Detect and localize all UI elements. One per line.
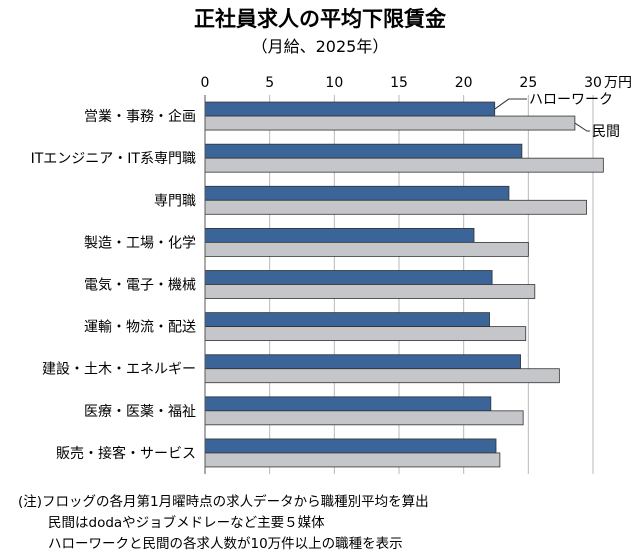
category-label: 営業・事務・企画: [84, 108, 196, 125]
bar-private: [204, 452, 501, 468]
x-tick-label: 5: [265, 75, 274, 91]
x-tick-label: 0: [201, 75, 210, 91]
bar-hellowork: [204, 312, 490, 328]
chart-subtitle: （月給、2025年）: [252, 37, 389, 56]
category-label: 建設・土木・エネルギー: [42, 362, 196, 378]
x-tick-label: 10: [325, 75, 343, 91]
bar-private: [204, 326, 527, 342]
note-line-1: (注)フロッグの各月第1月曜時点の求人データから職種別平均を算出: [18, 493, 429, 510]
legend-label-private: 民間: [592, 124, 620, 140]
legend-leader-private: [574, 122, 590, 132]
category-label: 運輸・物流・配送: [84, 320, 196, 336]
category-labels: 営業・事務・企画 ITエンジニア・IT系専門職専門職製造・工場・化学電気・電子・機…: [31, 108, 196, 462]
x-tick-label: 20: [455, 75, 473, 91]
bar-hellowork: [204, 227, 475, 243]
bars: [204, 101, 604, 468]
bar-hellowork: [204, 438, 497, 454]
bar-private: [204, 241, 529, 257]
bar-private: [204, 157, 604, 173]
bar-hellowork: [204, 270, 493, 285]
category-label: ITエンジニア・IT系専門職: [31, 151, 196, 167]
bar-private: [204, 410, 524, 426]
chart-title: 正社員求人の平均下限賃金: [194, 7, 447, 31]
bar-hellowork: [204, 354, 521, 370]
bar-hellowork: [204, 101, 496, 117]
note-line-3: ハローワークと民間の各求人数が10万件以上の職種を表示: [48, 536, 403, 552]
category-label: 販売・接客・サービス: [56, 445, 196, 462]
x-tick-label: 25: [519, 75, 537, 91]
category-label: 製造・工場・化学: [84, 235, 196, 251]
legend-label-hellowork: ハローワーク: [529, 92, 613, 108]
bar-hellowork: [204, 143, 523, 159]
bar-hellowork: [204, 396, 492, 412]
bar-private: [204, 368, 560, 384]
x-tick-label: 15: [390, 75, 408, 91]
note-line-2: 民間はdodaやジョブメドレーなど主要５媒体: [48, 514, 325, 531]
bar-hellowork: [204, 185, 510, 201]
x-tick-label: 30: [584, 75, 602, 91]
legend-leader-hellowork: [494, 98, 527, 110]
unit-label: 万円: [604, 75, 632, 91]
bar-private: [204, 115, 576, 131]
bar-private: [204, 284, 536, 299]
category-label: 医療・医薬・福祉: [84, 403, 196, 420]
category-label: 専門職: [154, 193, 196, 209]
bar-private: [204, 199, 587, 215]
category-label: 電気・電子・機械: [84, 278, 196, 294]
tick-labels: 0 5 10 15 20 25 30 万円: [201, 75, 632, 91]
